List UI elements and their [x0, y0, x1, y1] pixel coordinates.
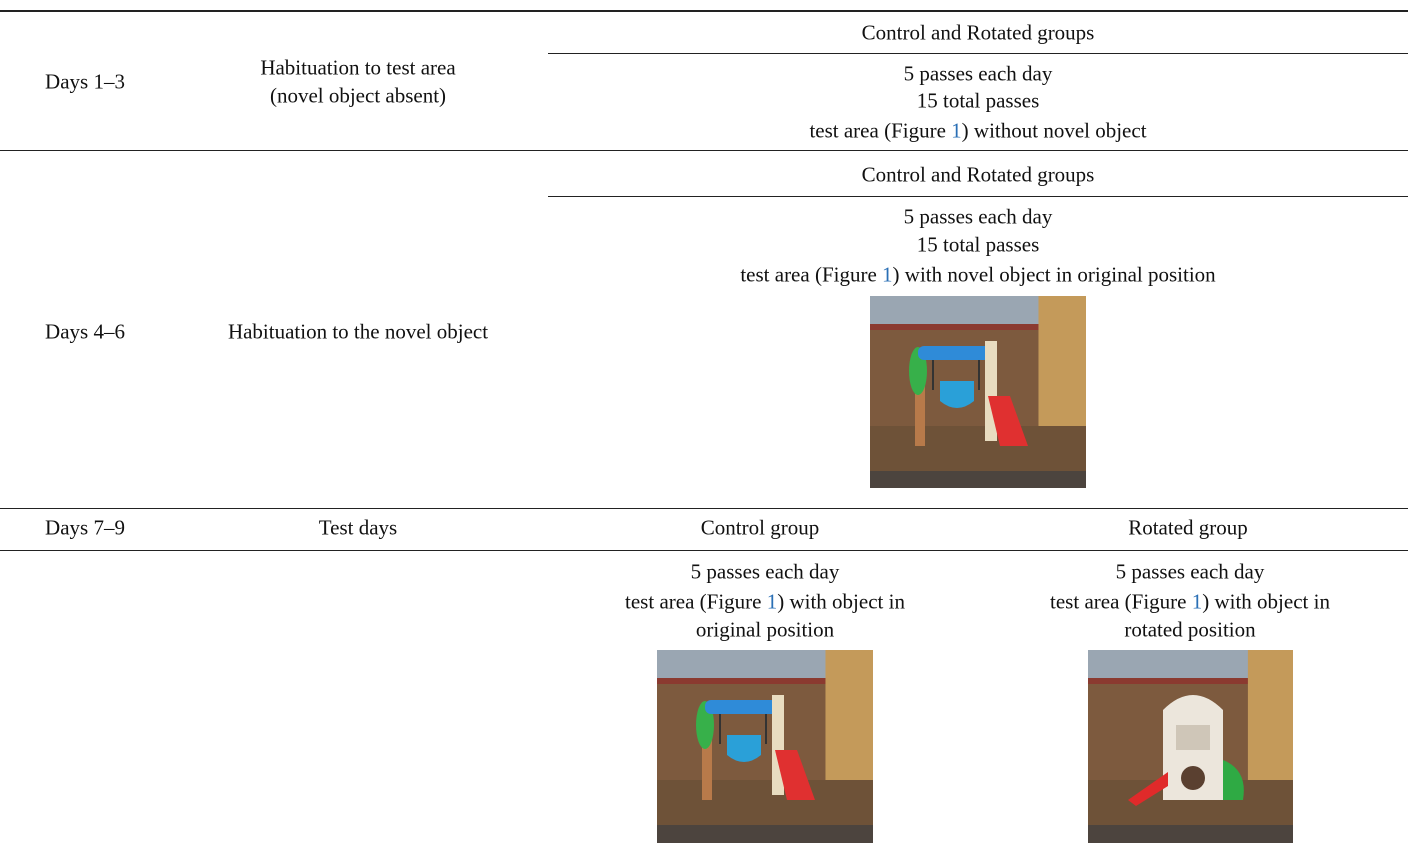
- phase: Habituation to the novel object: [227, 319, 489, 344]
- group-name: Control group: [700, 515, 820, 540]
- line: 5 passes each day: [690, 559, 840, 584]
- figure-ref[interactable]: 1: [882, 262, 893, 287]
- line: test area (Figure 1) with novel object i…: [740, 263, 1215, 288]
- text: ) with object in: [1202, 589, 1330, 614]
- phase: Test days: [318, 515, 398, 540]
- period: Days 4–6: [45, 319, 125, 344]
- rule: [0, 508, 1408, 509]
- text: ) with novel object in original position: [892, 262, 1216, 287]
- line: test area (Figure 1) with object in: [625, 590, 905, 615]
- phase: Habituation to test area: [260, 55, 456, 80]
- rule: [548, 196, 1408, 197]
- figure-ref[interactable]: 1: [951, 118, 962, 143]
- phase: (novel object absent): [269, 83, 447, 108]
- text: test area (Figure: [740, 262, 883, 287]
- photo: [1088, 650, 1293, 843]
- rule: [0, 150, 1408, 151]
- line: test area (Figure 1) without novel objec…: [809, 119, 1146, 144]
- photo: [657, 650, 873, 843]
- text: ) without novel object: [961, 118, 1147, 143]
- rule: [548, 53, 1408, 54]
- line: test area (Figure 1) with object in: [1050, 590, 1330, 615]
- rule: [0, 550, 1408, 551]
- line: 5 passes each day: [903, 61, 1053, 86]
- figure-ref[interactable]: 1: [1191, 589, 1203, 614]
- group-name: Control and Rotated groups: [861, 20, 1095, 45]
- text: test area (Figure: [625, 589, 767, 614]
- group-name: Rotated group: [1128, 515, 1248, 540]
- group-name: Control and Rotated groups: [861, 162, 1095, 187]
- line: 15 total passes: [916, 88, 1040, 113]
- line: original position: [695, 617, 835, 642]
- top-rule: [0, 10, 1408, 12]
- line: 15 total passes: [916, 232, 1040, 257]
- line: 5 passes each day: [903, 204, 1053, 229]
- text: test area (Figure: [809, 118, 952, 143]
- text: ) with object in: [777, 589, 905, 614]
- period: Days 7–9: [45, 515, 125, 540]
- text: test area (Figure: [1050, 589, 1192, 614]
- figure-ref[interactable]: 1: [766, 589, 778, 614]
- photo: [870, 296, 1086, 488]
- line: 5 passes each day: [1115, 559, 1265, 584]
- line: rotated position: [1124, 617, 1256, 642]
- period: Days 1–3: [45, 69, 125, 94]
